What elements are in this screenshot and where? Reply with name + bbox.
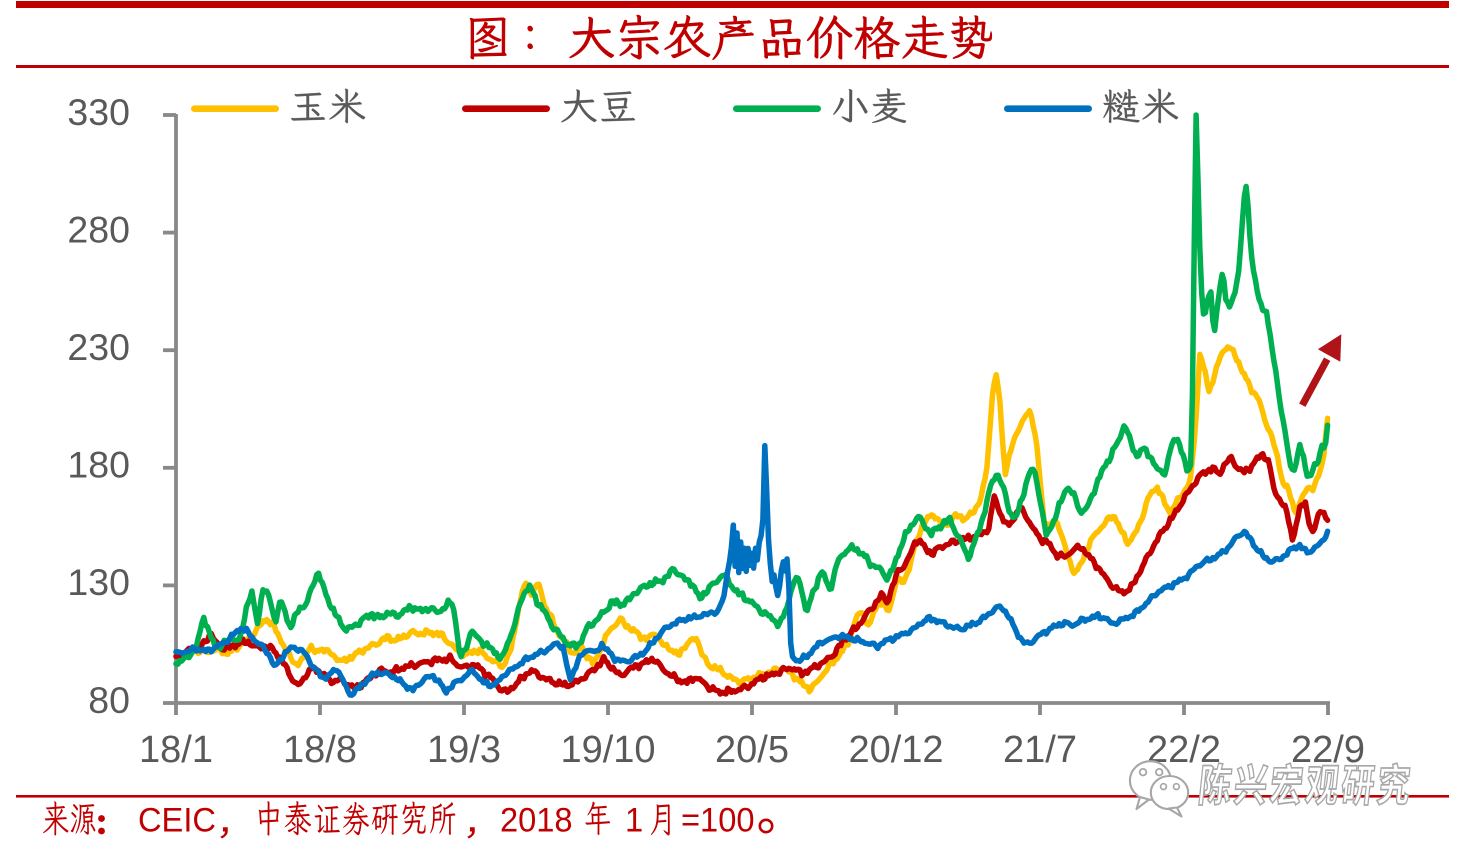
svg-text:19/10: 19/10 <box>560 729 655 771</box>
svg-text:=100: =100 <box>681 802 755 840</box>
svg-text:1: 1 <box>625 802 643 840</box>
svg-text:330: 330 <box>67 91 130 133</box>
svg-text:80: 80 <box>88 679 130 721</box>
svg-text:230: 230 <box>67 326 130 368</box>
svg-text:130: 130 <box>67 561 130 603</box>
svg-text:21/7: 21/7 <box>1003 729 1077 771</box>
svg-text:18/1: 18/1 <box>139 729 213 771</box>
svg-text:CEIC: CEIC <box>138 802 216 840</box>
svg-text:18/8: 18/8 <box>283 729 357 771</box>
svg-text:22/9: 22/9 <box>1291 729 1365 771</box>
svg-text:180: 180 <box>67 444 130 486</box>
svg-text:2018: 2018 <box>500 802 573 840</box>
svg-text:19/3: 19/3 <box>427 729 501 771</box>
svg-text:20/5: 20/5 <box>715 729 789 771</box>
svg-text:20/12: 20/12 <box>848 729 943 771</box>
svg-text:280: 280 <box>67 208 130 250</box>
